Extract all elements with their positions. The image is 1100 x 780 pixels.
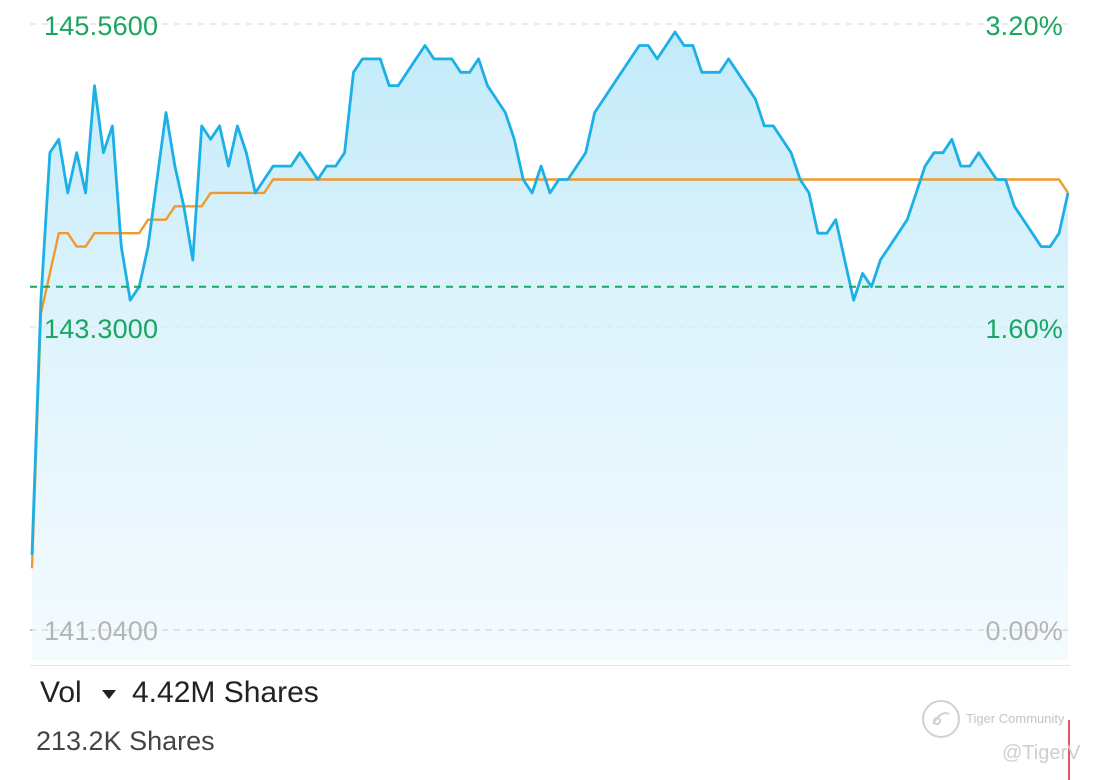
volume-total: 4.42M Shares xyxy=(132,676,319,709)
price-area-fill xyxy=(32,32,1068,660)
y-right-tick-high: 3.20% xyxy=(985,11,1063,41)
volume-dropdown-caret-icon[interactable] xyxy=(102,690,116,699)
watermark-handle: @TigerV xyxy=(1002,742,1081,764)
volume-bar-marker xyxy=(1068,720,1070,780)
y-left-tick-mid: 143.3000 xyxy=(44,314,159,344)
volume-label: Vol xyxy=(40,676,82,709)
y-right-tick-low: 0.00% xyxy=(985,616,1063,646)
y-left-tick-low: 141.0400 xyxy=(44,616,159,646)
volume-panel[interactable]: 213.2K Shares xyxy=(30,720,1070,780)
average-line xyxy=(30,178,1069,569)
tiger-logo-icon xyxy=(922,700,960,738)
volume-bar-value: 213.2K Shares xyxy=(36,726,215,756)
intraday-chart[interactable]: 145.5600 143.3000 141.0400 3.20% 1.60% 0… xyxy=(30,0,1070,666)
y-right-tick-mid: 1.60% xyxy=(985,314,1063,344)
y-left-tick-high: 145.5600 xyxy=(44,11,159,41)
price-line xyxy=(30,30,1070,555)
watermark-brand: Tiger Community xyxy=(966,711,1065,726)
volume-header: Vol 4.42M Shares xyxy=(30,666,1070,720)
chart-canvas[interactable] xyxy=(30,0,1070,665)
